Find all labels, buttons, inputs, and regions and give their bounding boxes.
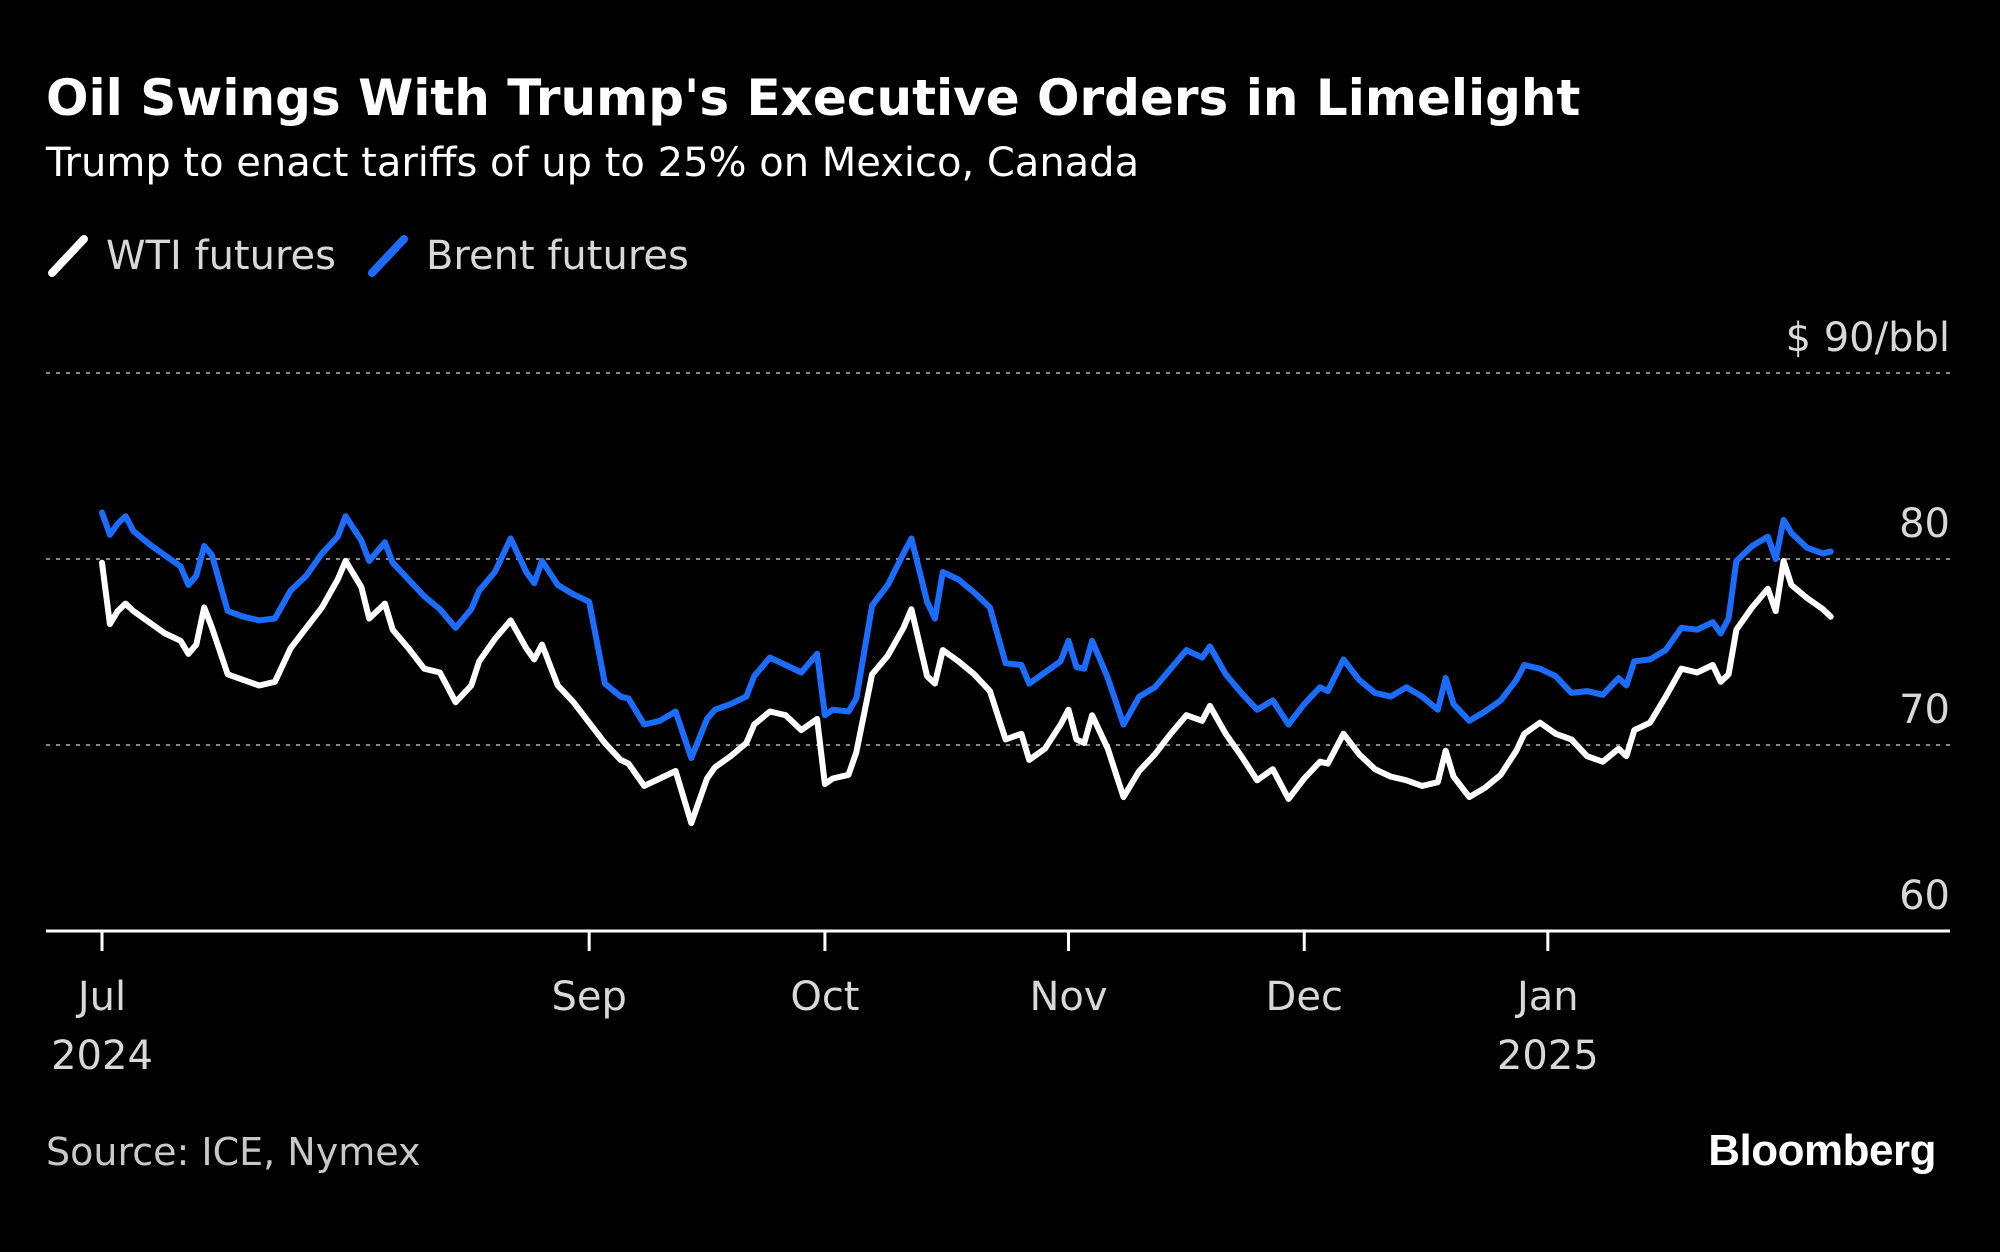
x-tick-label-jan: Jan [1514,974,1579,1020]
y-unit-label: $ 90/bbl [1786,315,1950,361]
x-tick-label-nov: Nov [1029,974,1107,1020]
bloomberg-logo: Bloomberg [1708,1126,1936,1175]
x-tick-label-dec: Dec [1266,974,1343,1020]
x-tick-label-oct: Oct [790,974,859,1020]
y-tick-label-70: 70 [1899,687,1950,733]
x-tick-sublabel-2024: 2024 [51,1033,153,1079]
series-line-wti [99,557,1834,827]
legend-item-brent: Brent futures [366,233,689,279]
x-tick-sublabel-2025: 2025 [1497,1033,1599,1079]
series-line-brent [99,509,1834,761]
legend-label-wti: WTI futures [106,233,336,279]
chart-subtitle: Trump to enact tariffs of up to 25% on M… [46,140,1140,186]
x-tick-label-sep: Sep [551,974,626,1020]
y-tick-label-80: 80 [1899,501,1950,547]
source-note: Source: ICE, Nymex [46,1130,421,1174]
legend-swatch-brent [367,235,408,277]
legend-swatch-wti [48,235,88,277]
legend-label-brent: Brent futures [425,233,689,279]
legend: WTI futures Brent futures [46,228,719,284]
x-tick-label-jul: Jul [75,974,126,1020]
legend-item-wti: WTI futures [46,233,336,279]
chart-title: Oil Swings With Trump's Executive Orders… [46,69,1581,127]
y-tick-label-60: 60 [1899,873,1950,919]
